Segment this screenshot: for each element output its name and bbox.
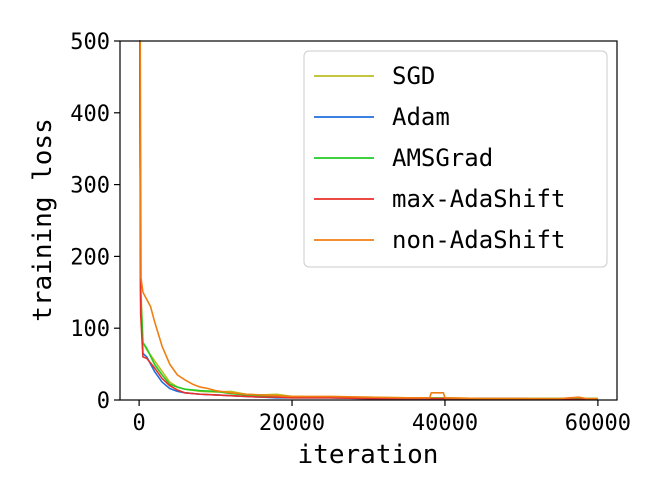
y-tick-label: 500	[70, 30, 110, 55]
legend-label: SGD	[392, 62, 435, 90]
plot-area-frame	[119, 40, 618, 401]
series-layer	[139, 40, 598, 401]
legend-label: non-AdaShift	[392, 226, 565, 254]
x-axis-label: iteration	[298, 440, 439, 470]
x-tick-label: 40000	[412, 411, 478, 436]
tick-layer: 0 20000 40000 60000 0 100 200 300 400 500	[70, 30, 631, 436]
y-tick-label: 400	[70, 102, 110, 127]
y-tick-label: 300	[70, 174, 110, 199]
legend-label: Adam	[392, 103, 450, 131]
y-tick-label: 0	[97, 389, 110, 414]
y-axis-label: training loss	[28, 118, 58, 322]
legend-label: AMSGrad	[392, 144, 493, 172]
legend-box	[303, 50, 608, 268]
x-tick-label: 0	[132, 411, 145, 436]
y-tick-label: 100	[70, 317, 110, 342]
legend: SGD Adam AMSGrad max-AdaShift non-AdaShift	[303, 50, 608, 268]
x-tick-label: 20000	[259, 411, 325, 436]
y-tick-label: 200	[70, 245, 110, 270]
x-tick-label: 60000	[565, 411, 631, 436]
series-line-non-adashift	[139, 40, 598, 400]
legend-label: max-AdaShift	[392, 185, 565, 213]
